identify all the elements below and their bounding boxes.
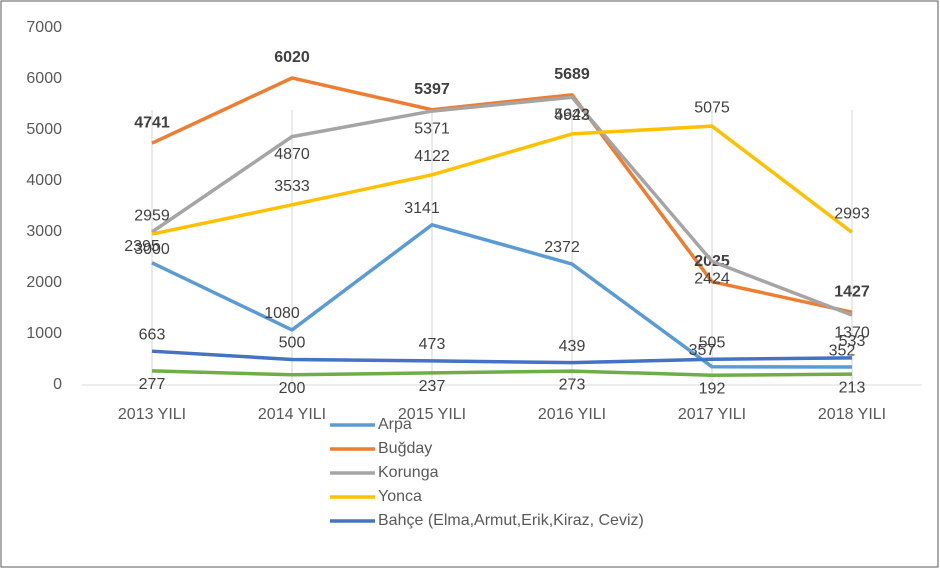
data-label: 237: [419, 378, 446, 395]
data-label: 473: [419, 336, 446, 353]
data-label: 5397: [414, 81, 450, 98]
x-tick-label: 2013 YILI: [118, 406, 186, 423]
data-label: 2959: [134, 207, 170, 224]
data-label: 4122: [414, 148, 450, 165]
data-label: 4741: [134, 114, 170, 131]
data-label: 3141: [404, 200, 440, 217]
data-label: 5642: [554, 106, 590, 123]
series-line: [151, 95, 853, 317]
data-label: 3000: [134, 241, 170, 258]
y-tick-label: 7000: [26, 19, 62, 36]
data-label: 500: [279, 335, 306, 352]
legend-label: Arpa: [378, 416, 412, 433]
data-label: 213: [839, 379, 866, 396]
x-tick-label: 2018 YILI: [818, 406, 886, 423]
x-tick-label: 2017 YILI: [678, 406, 746, 423]
series-line: [151, 369, 853, 377]
y-tick-label: 0: [53, 376, 62, 393]
y-tick-label: 2000: [26, 274, 62, 291]
data-label: 3533: [274, 178, 310, 195]
data-label: 1427: [834, 283, 870, 300]
x-tick-label: 2014 YILI: [258, 406, 326, 423]
x-tick-label: 2016 YILI: [538, 406, 606, 423]
legend-label: Korunga: [378, 464, 439, 481]
data-label: 663: [139, 326, 166, 343]
data-label: 1080: [264, 305, 300, 322]
data-label: 5075: [694, 99, 730, 116]
data-label: 2424: [694, 271, 730, 288]
data-label: 505: [699, 334, 726, 351]
data-label: 200: [279, 380, 306, 397]
legend-label: Bahçe (Elma,Armut,Erik,Kiraz, Ceviz): [378, 512, 644, 529]
series-line: [151, 223, 853, 369]
data-label: 6020: [274, 49, 310, 66]
data-label: 2993: [834, 206, 870, 223]
series-line: [151, 124, 854, 236]
data-label: 192: [699, 380, 726, 397]
y-tick-label: 3000: [26, 223, 62, 240]
data-label: 273: [559, 376, 586, 393]
data-label: 2395: [124, 238, 160, 255]
data-label: 2372: [544, 239, 580, 256]
legend-label: Buğday: [378, 440, 432, 457]
data-label: 357: [689, 342, 716, 359]
data-label: 277: [139, 376, 166, 393]
data-label: 533: [839, 333, 866, 350]
series-line: [151, 76, 853, 314]
data-label: 4923: [554, 107, 590, 124]
y-tick-label: 6000: [26, 70, 62, 87]
data-label: 4870: [274, 146, 310, 163]
x-tick-label: 2015 YILI: [398, 406, 466, 423]
y-tick-label: 4000: [26, 172, 62, 189]
data-label: 5371: [414, 120, 450, 137]
data-label: 352: [829, 342, 856, 359]
data-label: 5689: [554, 66, 590, 83]
y-tick-label: 1000: [26, 325, 62, 342]
data-label: 1370: [834, 324, 870, 341]
legend-label: Yonca: [378, 488, 422, 505]
y-tick-label: 5000: [26, 121, 62, 138]
series-line: [151, 349, 853, 365]
data-label: 439: [559, 338, 586, 355]
